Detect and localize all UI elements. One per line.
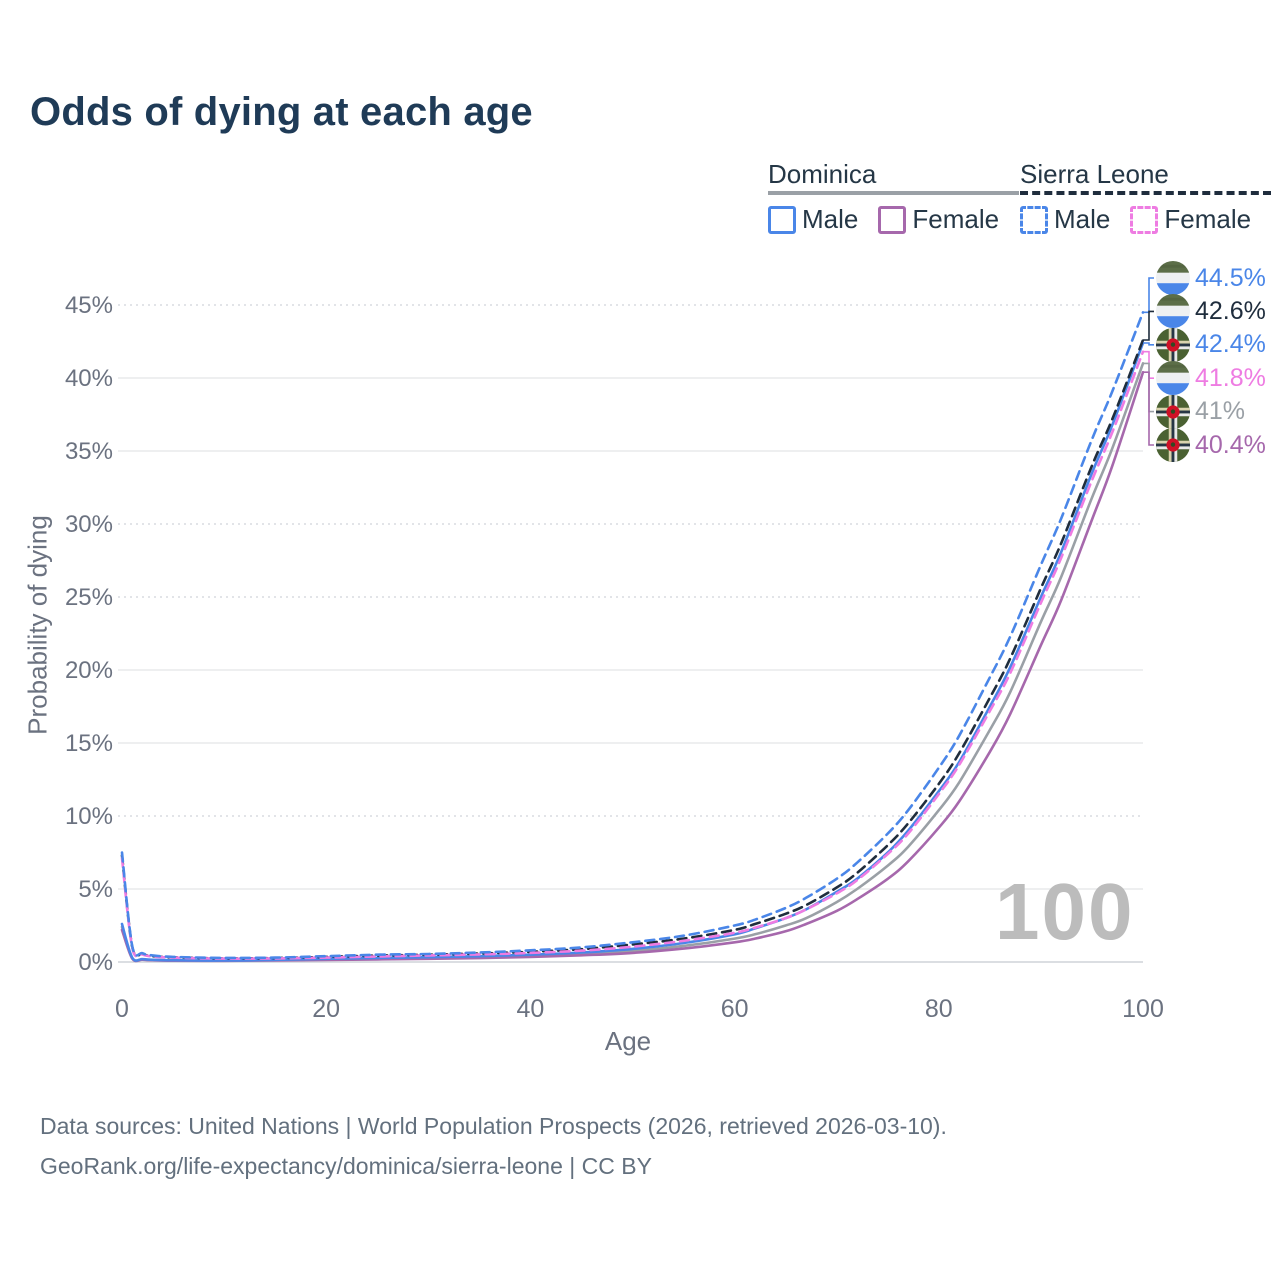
y-tick-label: 20%	[65, 657, 113, 684]
y-tick-label: 15%	[65, 730, 113, 757]
sierra-leone-male-swatch-icon[interactable]	[1020, 205, 1048, 234]
legend-item-label: Male	[1054, 204, 1111, 234]
x-axis-title: Age	[604, 1026, 652, 1056]
footer-data-sources: Data sources: United Nations | World Pop…	[40, 1113, 947, 1139]
page-title: Odds of dying at each age	[30, 90, 533, 134]
x-tick-label: 0	[115, 995, 129, 1023]
series-line-sierra-leone-female	[120, 350, 1145, 960]
y-tick-label: 45%	[65, 292, 113, 319]
footer-source-link[interactable]: GeoRank.org/life-expectancy/dominica/sie…	[40, 1153, 652, 1179]
x-tick-label: 100	[1122, 995, 1164, 1023]
dominica-line-style-sample	[768, 191, 1020, 195]
legend-country-dominica[interactable]: Dominica	[768, 159, 877, 189]
dominica-male-swatch-icon[interactable]	[768, 205, 796, 234]
y-tick-label: 10%	[65, 803, 113, 830]
y-tick-label: 25%	[65, 584, 113, 611]
legend-group-sierra-leone: Sierra Leone Male Female	[1020, 159, 1272, 235]
series-line-dominica-female	[120, 370, 1145, 963]
footer: Data sources: United Nations | World Pop…	[40, 1106, 947, 1186]
end-label-connector	[1143, 371, 1154, 446]
x-tick-label: 60	[721, 995, 749, 1023]
y-axis-title: Probability of dying	[22, 515, 53, 735]
y-tick-label: 30%	[65, 511, 113, 538]
series-line-sierra-leone	[120, 338, 1145, 960]
legend-group-dominica: Dominica Male Female	[768, 159, 1020, 235]
dominica-female-swatch-icon[interactable]	[878, 205, 907, 234]
y-tick-label: 0%	[78, 949, 113, 976]
sierra-leone-line-style-sample	[1020, 191, 1272, 195]
x-tick-label: 80	[925, 995, 953, 1023]
legend-item-sierra-leone-male[interactable]: Male	[1020, 204, 1110, 235]
series-line-dominica	[120, 362, 1145, 963]
sierra-leone-female-swatch-icon[interactable]	[1130, 205, 1159, 234]
y-tick-label: 5%	[78, 876, 113, 903]
age-counter-watermark: 100	[995, 867, 1135, 956]
legend-country-sierra-leone[interactable]: Sierra Leone	[1020, 159, 1169, 189]
y-tick-label: 40%	[65, 365, 113, 392]
legend-item-label: Female	[1164, 204, 1252, 234]
series-line-sierra-leone-male	[120, 311, 1145, 960]
x-tick-label: 40	[516, 995, 544, 1023]
legend-item-dominica-male[interactable]: Male	[768, 204, 858, 235]
legend-item-sierra-leone-female[interactable]: Female	[1130, 204, 1251, 235]
end-label-connector	[1143, 310, 1154, 341]
y-tick-label: 35%	[65, 438, 113, 465]
legend-item-label: Male	[802, 204, 859, 234]
series-line-dominica-male	[120, 341, 1145, 962]
x-tick-label: 20	[312, 995, 340, 1023]
legend-item-label: Female	[912, 204, 1000, 234]
end-label-connector	[1143, 342, 1154, 346]
end-label-connector	[1143, 277, 1154, 314]
legend-item-dominica-female[interactable]: Female	[878, 204, 999, 235]
